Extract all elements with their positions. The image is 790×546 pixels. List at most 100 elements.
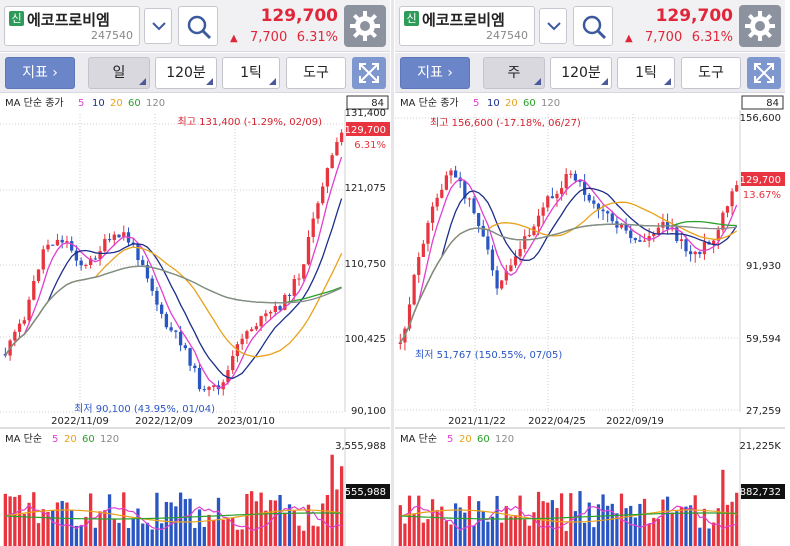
- candle-body: [330, 155, 334, 169]
- candle-body: [292, 278, 296, 296]
- candle-body: [642, 240, 647, 242]
- price-tick-label: 27,259: [746, 406, 781, 417]
- volume-bar: [41, 509, 45, 546]
- stock-name-box[interactable]: 신 에코프로비엠 247540: [399, 6, 535, 46]
- volume-bar: [642, 498, 647, 546]
- volume-bar: [259, 492, 263, 546]
- volume-bar: [155, 492, 159, 546]
- tools-button[interactable]: 도구: [286, 57, 346, 89]
- volume-bar: [652, 517, 656, 546]
- search-button[interactable]: [178, 6, 218, 46]
- volume-bar: [3, 493, 8, 546]
- tick-select[interactable]: 1틱: [222, 57, 280, 89]
- current-price: 129,700: [260, 6, 338, 26]
- stock-name-box[interactable]: 신 에코프로비엠 247540: [4, 6, 140, 46]
- volume-bar: [193, 527, 197, 546]
- volume-bar: [472, 525, 476, 546]
- ma-legend-p5: 5: [78, 98, 84, 109]
- candle-body: [629, 230, 633, 239]
- candle-body: [207, 386, 211, 390]
- candle-body: [500, 280, 504, 289]
- volume-top-label: 21,225K: [739, 441, 781, 452]
- candle-body: [735, 185, 739, 192]
- moving-average-line: [399, 178, 738, 343]
- volume-legend-title: MA 단순: [400, 433, 437, 445]
- price-change-percent: 6.31%: [296, 30, 338, 45]
- volume-bar: [693, 495, 697, 546]
- candle-body: [638, 240, 642, 242]
- candle-body: [606, 211, 610, 214]
- candle-body: [481, 225, 485, 237]
- candle-body: [467, 198, 472, 200]
- volume-bar: [93, 527, 98, 546]
- candle-body: [221, 382, 225, 390]
- volume-bar: [559, 493, 564, 546]
- settings-button[interactable]: [344, 5, 386, 47]
- candle-body: [268, 311, 273, 314]
- volume-bar: [321, 503, 325, 546]
- volume-bar: [716, 508, 720, 546]
- price-chart[interactable]: MA 단순 종가 5 10 20 60 120 84 156,600 91,930 59,594 2…: [395, 94, 785, 546]
- volume-bar: [117, 522, 121, 546]
- candle-body: [112, 234, 116, 240]
- candle-body: [578, 180, 582, 182]
- expand-button[interactable]: [352, 57, 386, 89]
- volume-bar: [665, 496, 670, 546]
- volume-bar: [79, 526, 83, 546]
- candle-body: [335, 141, 339, 156]
- candle-body: [325, 168, 330, 187]
- volume-bar: [615, 513, 619, 546]
- stock-dropdown-button[interactable]: [539, 8, 567, 44]
- volume-bar: [164, 501, 169, 546]
- candle-body: [74, 250, 79, 261]
- volume-bar: [84, 516, 88, 546]
- ma-legend-title: MA 단순 종가: [5, 97, 64, 109]
- candle-body: [712, 240, 716, 245]
- tools-button[interactable]: 도구: [681, 57, 741, 89]
- candle-body: [51, 244, 55, 246]
- stock-dropdown-button[interactable]: [144, 8, 172, 44]
- period-select[interactable]: 주: [483, 57, 545, 89]
- minute-select[interactable]: 120분: [155, 57, 217, 89]
- volume-bar: [481, 511, 485, 546]
- candle-body: [306, 236, 311, 265]
- volume-bar: [661, 499, 665, 546]
- tick-select[interactable]: 1틱: [617, 57, 675, 89]
- volume-bar: [216, 497, 221, 546]
- volume-bar: [606, 505, 610, 546]
- date-tick-label: 2023/01/10: [217, 416, 275, 427]
- period-select[interactable]: 일: [88, 57, 150, 89]
- minute-select[interactable]: 120분: [550, 57, 612, 89]
- ma-legend-p120: 120: [146, 98, 165, 109]
- candle-body: [160, 304, 164, 314]
- volume-bar: [500, 522, 504, 546]
- volume-bar: [647, 523, 651, 546]
- price-tick-label: 59,594: [746, 334, 781, 345]
- top-value-box: [741, 95, 784, 110]
- price-change: 7,700: [250, 30, 288, 45]
- volume-bar: [107, 494, 112, 546]
- settings-button[interactable]: [739, 5, 781, 47]
- volume-bar: [51, 510, 55, 546]
- volume-bar: [670, 512, 674, 546]
- moving-average-line: [4, 156, 343, 389]
- volume-bar: [467, 496, 472, 546]
- search-button[interactable]: [573, 6, 613, 46]
- weekly-chart-panel: 신 에코프로비엠 247540 129,700 ▲ 7,700 6.31%: [395, 0, 785, 546]
- indicator-button[interactable]: 지표 ›: [5, 57, 75, 89]
- volume-bar: [541, 501, 545, 546]
- candle-body: [46, 244, 50, 250]
- volume-bar: [249, 491, 254, 546]
- volume-bar: [583, 522, 587, 546]
- volume-bar: [555, 508, 559, 546]
- candle-body: [440, 189, 444, 198]
- expand-button[interactable]: [747, 57, 781, 89]
- volume-bar: [235, 529, 240, 546]
- volume-bar: [160, 523, 164, 546]
- volume-bar: [569, 493, 573, 546]
- volume-bar: [306, 504, 311, 546]
- candle-body: [398, 342, 402, 344]
- moving-average-line: [399, 187, 738, 343]
- indicator-button[interactable]: 지표 ›: [400, 57, 470, 89]
